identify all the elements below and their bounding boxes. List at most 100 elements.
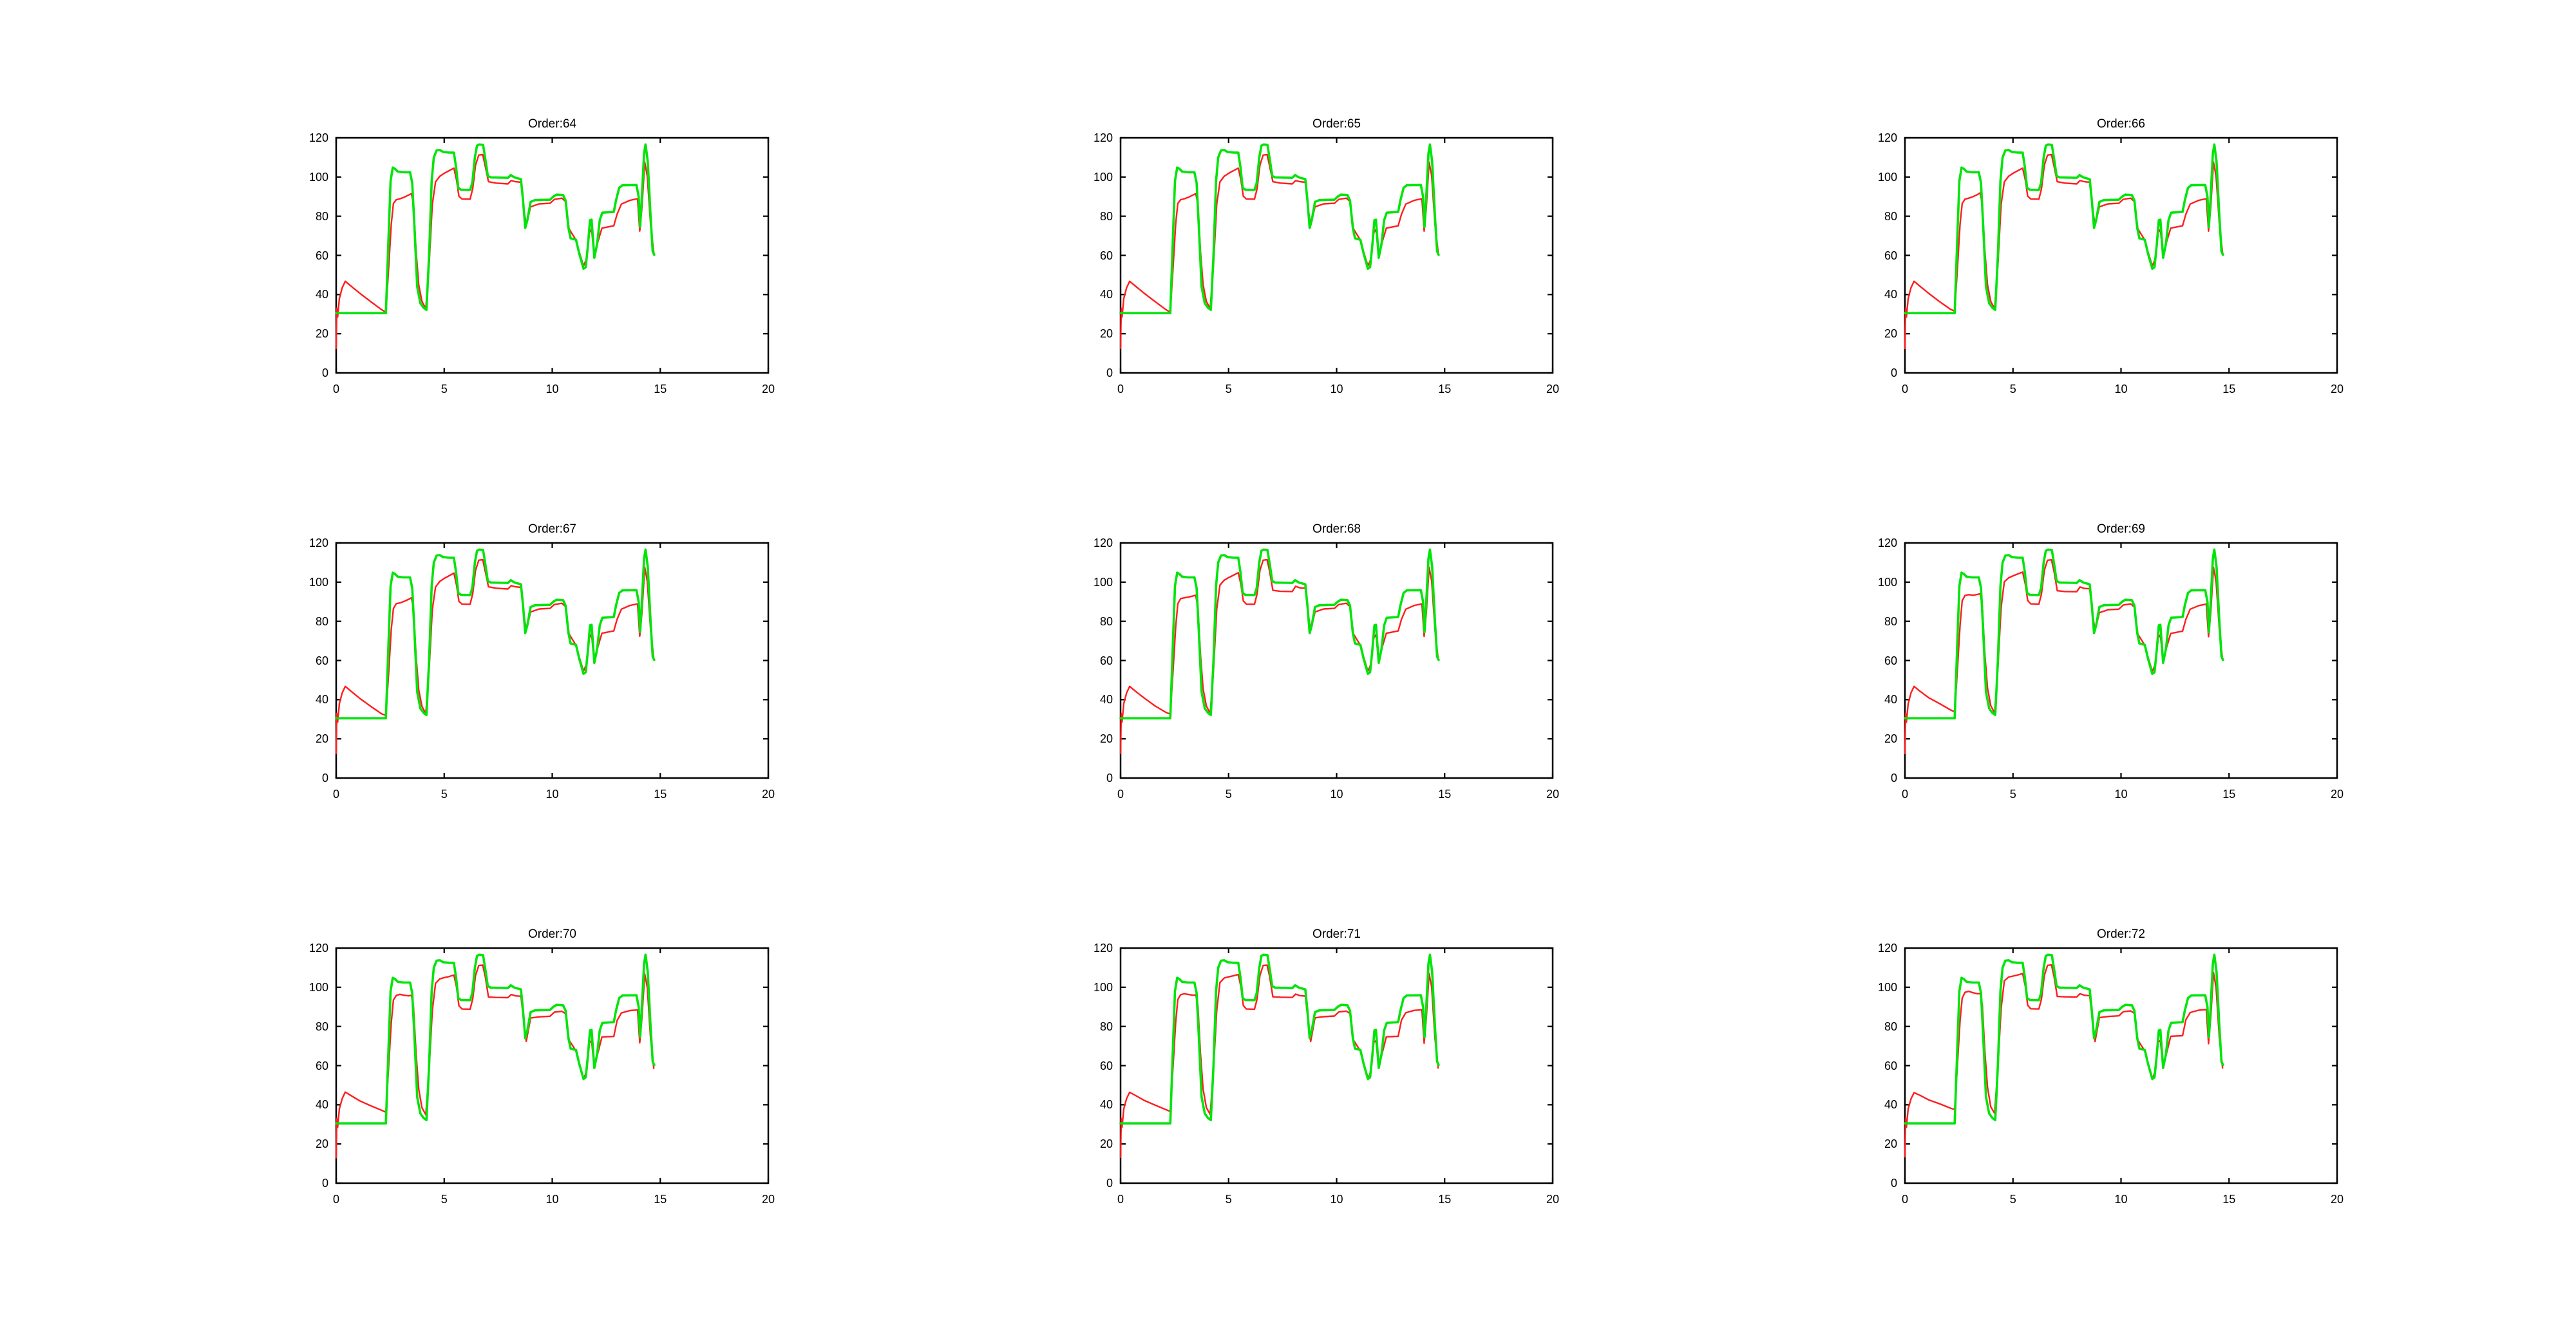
y-tick-label: 60: [1884, 654, 1897, 667]
axes-box: [1119, 947, 1554, 1184]
x-tick-label: 0: [332, 383, 339, 395]
subplot-order-65: Order:65 0 20 40 60 80 100 120 0 5 10 15 20: [1094, 117, 1559, 395]
axes-box: [1904, 137, 2338, 374]
x-tick-label: 10: [545, 1193, 559, 1206]
y-tick-label: 100: [1093, 170, 1113, 184]
x-tick-label: 0: [1117, 788, 1124, 801]
measured-output-line: [335, 548, 656, 720]
x-tick-label: 15: [2222, 1193, 2236, 1206]
y-tick-label: 0: [1106, 1177, 1113, 1190]
axes-box: [335, 947, 770, 1184]
y-tick-label: 120: [1877, 537, 1897, 549]
model-output-line: [1119, 558, 1439, 755]
x-tick-label: 10: [2114, 383, 2128, 395]
x-tick-label: 0: [1901, 383, 1908, 395]
subplot-order-69: Order:69 0 20 40 60 80 100 120 0 5 10 15 20: [1878, 522, 2344, 801]
y-tick-label: 40: [315, 288, 328, 301]
measured-output-line: [1119, 143, 1440, 315]
model-output-line: [335, 558, 655, 755]
model-output-line: [1904, 964, 2224, 1158]
measured-output-line: [1904, 548, 2224, 720]
x-tick-label: 0: [1117, 383, 1124, 395]
x-tick-label: 5: [440, 1193, 448, 1206]
y-tick-label: 100: [1877, 575, 1897, 589]
subplot-order-67: Order:67 0 20 40 60 80 100 120 0 5 10 15 20: [309, 522, 775, 801]
x-tick-label: 15: [1438, 1193, 1452, 1206]
y-tick-label: 120: [308, 131, 328, 144]
y-tick-label: 100: [1877, 170, 1897, 184]
subplot-order-68: Order:68 0 20 40 60 80 100 120 0 5 10 15 20: [1094, 522, 1559, 801]
model-output-line: [335, 153, 655, 350]
x-tick-label: 5: [1225, 383, 1232, 395]
axes-box: [1904, 947, 2338, 1184]
x-tick-label: 15: [2222, 788, 2236, 801]
y-tick-label: 20: [315, 327, 328, 341]
y-tick-label: 40: [1884, 1098, 1897, 1112]
x-tick-label: 20: [761, 788, 775, 801]
y-tick-label: 100: [308, 170, 328, 184]
model-output-line: [335, 964, 655, 1159]
x-tick-label: 10: [1330, 383, 1343, 395]
x-tick-label: 0: [332, 1193, 339, 1206]
x-tick-label: 10: [1330, 788, 1343, 801]
axes-box: [1119, 137, 1554, 374]
x-tick-label: 5: [440, 383, 448, 395]
y-tick-label: 120: [1877, 942, 1897, 955]
x-tick-label: 0: [1901, 1193, 1908, 1206]
x-tick-label: 15: [1438, 788, 1452, 801]
x-tick-label: 5: [2009, 1193, 2016, 1206]
measured-output-line: [1119, 953, 1440, 1125]
measured-output-line: [1904, 953, 2224, 1125]
y-tick-label: 0: [1890, 1177, 1897, 1190]
y-tick-label: 0: [321, 772, 328, 784]
y-tick-label: 80: [1884, 1020, 1897, 1033]
model-output-line: [1119, 964, 1439, 1159]
y-tick-label: 80: [315, 614, 328, 628]
subplot-title: Order:65: [1312, 117, 1361, 131]
y-tick-label: 40: [1099, 288, 1113, 301]
y-tick-label: 80: [315, 209, 328, 223]
model-output-line: [1904, 559, 2224, 755]
y-tick-label: 0: [1106, 772, 1113, 784]
y-tick-label: 20: [315, 732, 328, 746]
x-tick-label: 10: [2114, 788, 2128, 801]
y-tick-label: 100: [1093, 980, 1113, 994]
axes-box: [335, 542, 770, 779]
y-tick-label: 100: [1093, 575, 1113, 589]
y-tick-label: 80: [1099, 614, 1113, 628]
x-tick-label: 10: [1330, 1193, 1343, 1206]
subplot-title: Order:66: [2097, 117, 2145, 131]
y-tick-label: 60: [1099, 249, 1113, 262]
y-tick-label: 40: [315, 693, 328, 707]
x-tick-label: 10: [2114, 1193, 2128, 1206]
x-tick-label: 20: [1546, 383, 1560, 395]
subplot-title: Order:70: [528, 927, 576, 941]
x-tick-label: 5: [1225, 1193, 1232, 1206]
subplot-order-64: Order:64 0 20 40 60 80 100 120 0 5 10 15 20: [309, 117, 775, 395]
y-tick-label: 60: [1884, 1059, 1897, 1072]
axes-box: [1904, 542, 2338, 779]
x-tick-label: 5: [2009, 383, 2016, 395]
x-tick-label: 5: [2009, 788, 2016, 801]
measured-output-line: [335, 953, 656, 1125]
x-tick-label: 0: [1901, 788, 1908, 801]
y-tick-label: 60: [1099, 1059, 1113, 1072]
y-tick-label: 80: [315, 1020, 328, 1033]
measured-output-line: [1119, 548, 1440, 720]
y-tick-label: 0: [321, 366, 328, 379]
y-tick-label: 0: [1890, 772, 1897, 784]
y-tick-label: 120: [1093, 131, 1113, 144]
subplot-title: Order:69: [2097, 522, 2145, 536]
x-tick-label: 0: [332, 788, 339, 801]
x-tick-label: 20: [761, 1193, 775, 1206]
y-tick-label: 120: [1877, 131, 1897, 144]
y-tick-label: 80: [1099, 1020, 1113, 1033]
y-tick-label: 60: [315, 249, 328, 262]
model-output-line: [1119, 153, 1439, 350]
y-tick-label: 40: [1099, 1098, 1113, 1112]
y-tick-label: 20: [1884, 732, 1897, 746]
subplot-title: Order:67: [528, 522, 576, 536]
y-tick-label: 60: [315, 1059, 328, 1072]
x-tick-label: 20: [1546, 1193, 1560, 1206]
subplot-title: Order:72: [2097, 927, 2145, 941]
